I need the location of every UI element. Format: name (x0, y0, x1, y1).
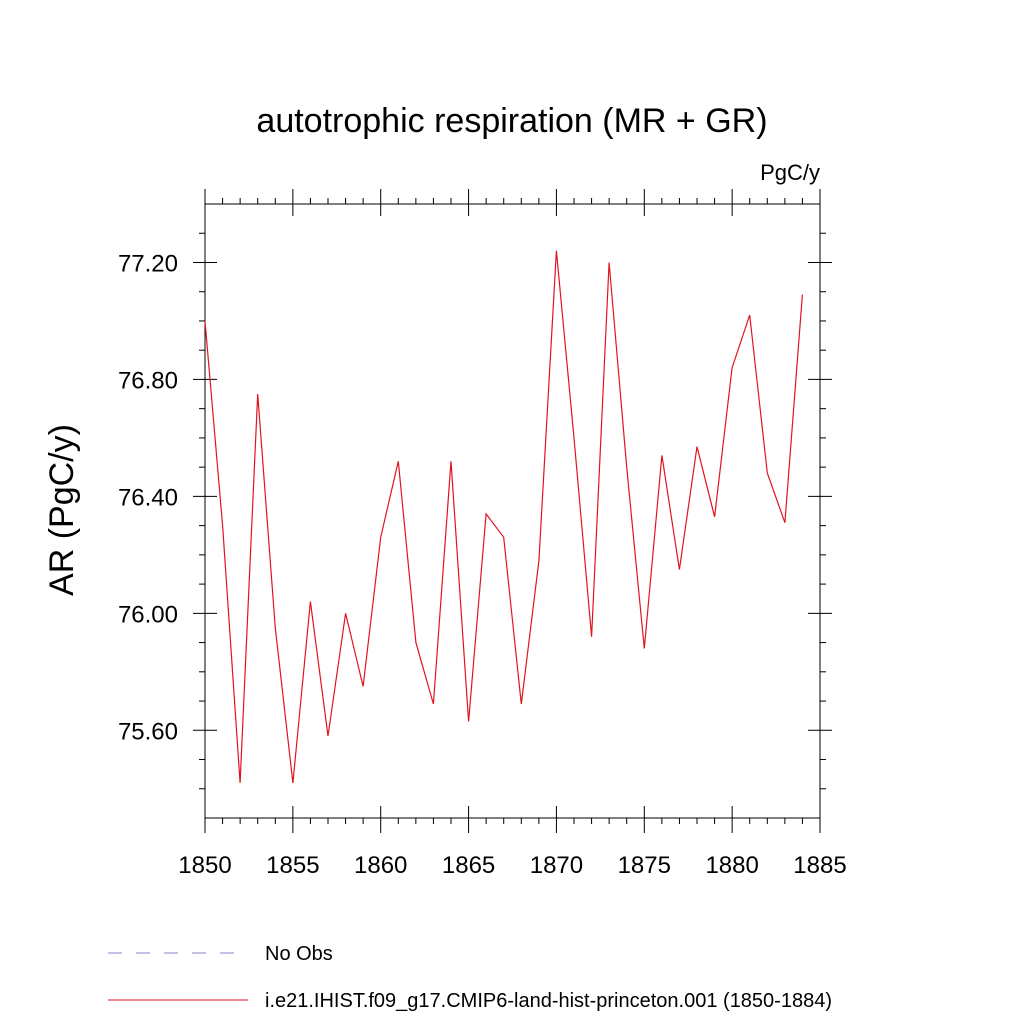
x-tick-label: 1875 (618, 852, 671, 879)
x-tick-label: 1865 (442, 852, 495, 879)
legend-label: No Obs (265, 943, 333, 965)
x-tick-label: 1870 (530, 852, 583, 879)
legend: No Obs i.e21.IHIST.f09_g17.CMIP6-land-his… (108, 943, 832, 1012)
series-line-0 (204, 250, 803, 783)
units-label: PgC/y (760, 160, 820, 185)
x-tick-label: 1860 (354, 852, 407, 879)
plot-area (204, 250, 803, 783)
x-tick-label: 1880 (705, 852, 758, 879)
x-tick-label: 1850 (178, 852, 231, 879)
y-tick-label: 76.00 (118, 601, 178, 628)
plot-frame (204, 203, 821, 819)
y-axis-label: AR (PgC/y) (43, 424, 81, 596)
chart-title: autotrophic respiration (MR + GR) (256, 102, 767, 140)
axes: 1850 1855 1860 1865 1870 1875 1880 1885 75.60 76.… (118, 189, 847, 879)
y-tick-label: 75.60 (118, 718, 178, 745)
x-tick-label: 1885 (793, 852, 846, 879)
y-tick-label: 76.40 (118, 484, 178, 511)
x-tick-label: 1855 (266, 852, 319, 879)
y-tick-label: 77.20 (118, 250, 178, 277)
y-tick-label: 76.80 (118, 367, 178, 394)
legend-label: i.e21.IHIST.f09_g17.CMIP6-land-hist-prin… (265, 990, 832, 1012)
